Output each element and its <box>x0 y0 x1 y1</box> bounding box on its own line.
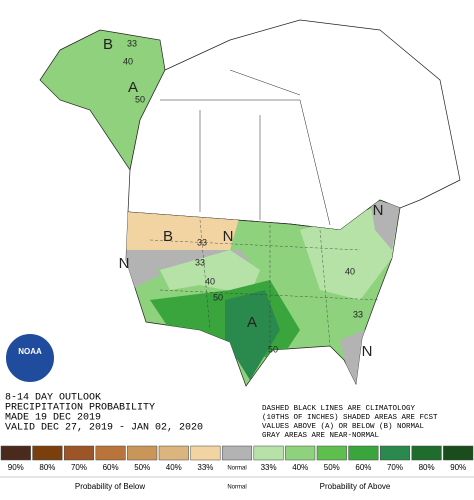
legend-label: 80% <box>419 463 435 472</box>
legend-label: 50% <box>324 463 340 472</box>
map-label: A <box>128 79 138 96</box>
legend-caption: Normal <box>227 485 246 491</box>
map-label: 50 <box>268 344 278 354</box>
legend-label: 80% <box>39 463 55 472</box>
note-line: GRAY AREAS ARE NEAR-NORMAL <box>262 432 380 440</box>
legend-label: 90% <box>8 463 24 472</box>
legend-caption: Probability of Below <box>75 482 145 491</box>
legend-label: Normal <box>227 466 246 472</box>
legend-swatch <box>348 445 379 461</box>
legend-swatch <box>95 445 126 461</box>
header-line: VALID DEC 27, 2019 - JAN 02, 2020 <box>5 423 203 434</box>
legend-swatch <box>0 445 31 461</box>
legend-label: 40% <box>292 463 308 472</box>
legend-label: 70% <box>71 463 87 472</box>
logo-text: NOAA <box>18 347 42 356</box>
map-label: 40 <box>205 276 215 286</box>
note-line: VALUES ABOVE (A) OR BELOW (B) NORMAL <box>262 423 425 431</box>
note-line: (10THS OF INCHES) SHADED AREAS ARE FCST <box>262 414 438 422</box>
map-label: B <box>103 36 113 53</box>
map-label: 33 <box>353 309 363 319</box>
map-label: N <box>223 228 234 245</box>
header-line: 8-14 DAY OUTLOOK <box>5 393 101 404</box>
legend: 90% 80% 70% 60% 50% 40% 33% Normal 33% 40% 50% 60% 7… <box>0 445 474 491</box>
noaa-logo: NOAA <box>4 332 56 384</box>
basemap <box>39 19 461 387</box>
legend-label: 90% <box>450 463 466 472</box>
legend-label: 70% <box>387 463 403 472</box>
map-label: 33 <box>127 38 137 48</box>
legend-swatch <box>253 445 284 461</box>
header-line: MADE 19 DEC 2019 <box>5 413 101 424</box>
map-label: N <box>373 202 384 219</box>
map-label: 33 <box>197 237 207 247</box>
note: DASHED BLACK LINES ARE CLIMATOLOGY(10THS… <box>262 405 438 440</box>
legend-label: 60% <box>103 463 119 472</box>
legend-swatch <box>127 445 158 461</box>
legend-label: 40% <box>166 463 182 472</box>
legend-label: 33% <box>261 463 277 472</box>
map-label: 40 <box>345 266 355 276</box>
legend-swatch <box>285 445 316 461</box>
legend-swatch <box>316 445 347 461</box>
map-label: 50 <box>135 94 145 104</box>
note-line: DASHED BLACK LINES ARE CLIMATOLOGY <box>262 405 416 413</box>
legend-swatch <box>443 445 474 461</box>
map-label: N <box>119 255 130 272</box>
map-label: 33 <box>195 257 205 267</box>
legend-swatch <box>379 445 411 461</box>
legend-swatch <box>221 445 253 461</box>
legend-swatch <box>190 445 221 461</box>
legend-label: 50% <box>134 463 150 472</box>
map-label: A <box>247 314 257 331</box>
map-label: N <box>362 343 373 360</box>
legend-label: 60% <box>355 463 371 472</box>
legend-label: 33% <box>197 463 213 472</box>
legend-swatch <box>63 445 95 461</box>
header-line: PRECIPITATION PROBABILITY <box>5 403 155 414</box>
legend-swatch <box>32 445 63 461</box>
legend-swatch <box>411 445 442 461</box>
legend-caption: Probability of Above <box>320 482 391 491</box>
map-label: B <box>163 228 173 245</box>
map-label: 50 <box>213 292 223 302</box>
map-label: 40 <box>123 56 133 66</box>
legend-swatch <box>158 445 189 461</box>
